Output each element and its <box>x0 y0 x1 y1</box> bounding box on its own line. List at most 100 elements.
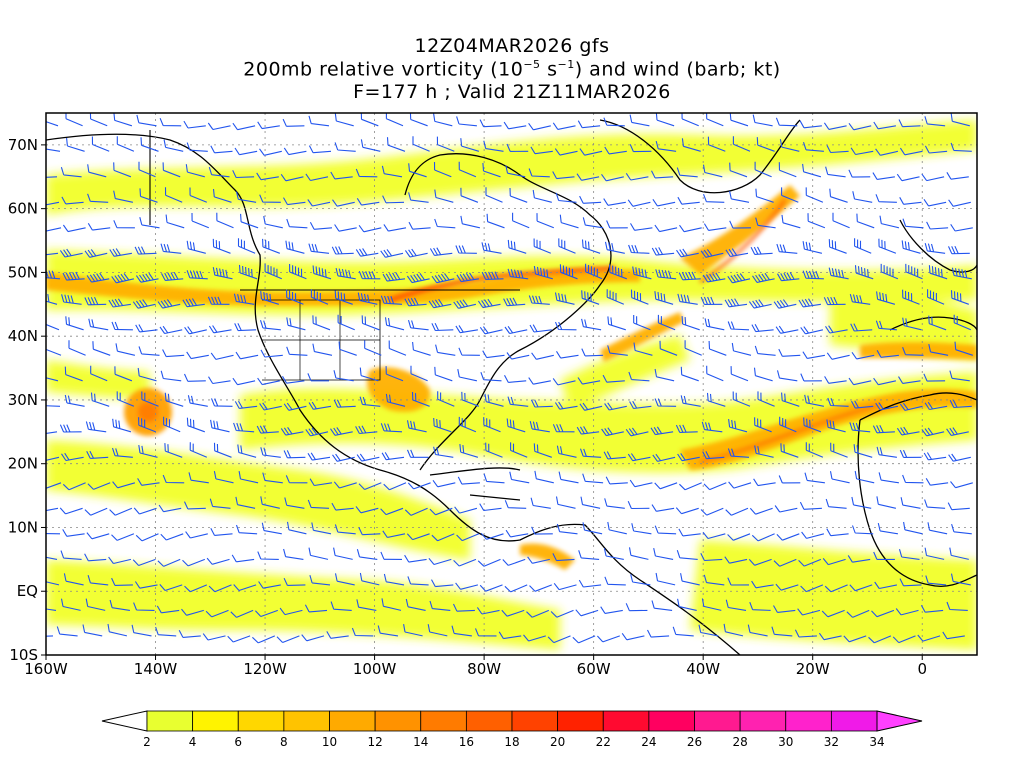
wind-barb <box>208 166 230 178</box>
wind-barb <box>552 424 575 433</box>
wind-barb <box>59 248 83 258</box>
wind-barb <box>920 604 944 613</box>
wind-barb <box>924 116 946 127</box>
wind-barb <box>601 427 624 437</box>
wind-barb <box>800 584 824 593</box>
wind-barb <box>579 195 602 204</box>
wind-barb <box>677 293 698 305</box>
wind-barb <box>803 417 822 433</box>
wind-barb <box>286 289 304 305</box>
wind-barb <box>627 453 651 462</box>
title-exponent-1: −5 <box>523 58 541 71</box>
wind-barb <box>702 164 723 178</box>
wind-barb <box>305 427 329 437</box>
wind-barb <box>580 496 601 509</box>
wind-barb <box>848 169 871 178</box>
wind-barb <box>187 395 208 407</box>
wind-barb <box>411 391 430 407</box>
wind-barb <box>903 521 923 535</box>
wind-barb <box>625 427 649 437</box>
wind-barb <box>848 122 872 131</box>
wind-barb <box>233 422 255 433</box>
wind-barb <box>62 271 85 281</box>
colorbar-swatch <box>557 710 604 732</box>
wind-barb <box>818 632 842 641</box>
wind-barb <box>210 419 230 433</box>
wind-barb <box>456 272 479 283</box>
wind-barb <box>64 394 85 407</box>
wind-barb <box>134 581 158 589</box>
wind-barb <box>264 263 283 280</box>
wind-barb <box>90 392 110 407</box>
wind-barb <box>86 272 110 283</box>
wind-barb <box>213 470 234 484</box>
wind-barb <box>189 442 208 458</box>
wind-barb <box>86 532 110 540</box>
wind-barb <box>234 147 258 156</box>
wind-barb <box>677 196 700 205</box>
wind-barb <box>928 343 949 356</box>
wind-barb <box>235 524 258 535</box>
wind-barb <box>824 584 848 593</box>
wind-barb <box>412 341 431 356</box>
wind-barb <box>46 121 59 127</box>
wind-barb <box>678 528 701 537</box>
wind-barb <box>461 391 480 407</box>
wind-barb <box>825 498 847 509</box>
wind-barb <box>732 136 751 152</box>
wind-barb <box>507 396 529 407</box>
wind-barb <box>727 273 751 284</box>
wind-barb <box>235 496 256 509</box>
wind-barb <box>161 271 184 281</box>
wind-barb <box>451 625 472 637</box>
wind-barb <box>847 555 871 563</box>
wind-barb <box>755 217 776 229</box>
wind-barb <box>276 635 300 644</box>
wind-barb <box>455 245 477 254</box>
wind-barb <box>283 402 307 411</box>
colorbar-swatch <box>602 710 650 732</box>
wind-barb <box>436 136 455 152</box>
wind-barb <box>558 238 576 254</box>
wind-barb <box>607 521 627 535</box>
wind-barb <box>283 147 307 156</box>
wind-barb <box>707 136 726 152</box>
colorbar-swatch <box>694 710 741 732</box>
wind-barb <box>509 187 528 203</box>
lon-tick-label: 80W <box>467 660 501 678</box>
wind-barb <box>684 340 702 356</box>
wind-barb <box>873 377 897 386</box>
wind-barb <box>109 599 130 611</box>
wind-barb <box>62 482 86 491</box>
wind-barb <box>502 558 526 566</box>
wind-barb <box>404 507 428 516</box>
wind-barb <box>433 113 453 127</box>
wind-barb <box>529 324 552 333</box>
wind-barb <box>431 579 454 588</box>
wind-barb <box>162 474 185 484</box>
wind-barb <box>555 496 576 509</box>
lon-tick-label: 140W <box>134 660 178 678</box>
wind-barb <box>181 608 204 616</box>
wind-barb <box>872 425 895 434</box>
wind-barb <box>826 528 849 537</box>
wind-barb <box>65 316 84 331</box>
wind-barb <box>846 609 870 618</box>
wind-barb <box>485 442 503 458</box>
wind-barb <box>752 272 775 283</box>
wind-barb <box>771 626 793 637</box>
colorbar-level-label: 4 <box>189 735 197 749</box>
wind-barb <box>383 224 407 232</box>
wind-barb <box>872 172 895 180</box>
wind-barb <box>905 263 923 280</box>
wind-barb <box>359 572 380 586</box>
wind-barb <box>282 118 305 127</box>
wind-barb <box>109 507 133 516</box>
wind-barb <box>822 558 846 566</box>
wind-barb <box>848 377 872 386</box>
wind-barb <box>162 162 181 178</box>
wind-barb <box>46 294 58 305</box>
wind-barb <box>829 188 848 203</box>
wind-barb <box>507 268 529 280</box>
wind-barb <box>332 453 355 462</box>
